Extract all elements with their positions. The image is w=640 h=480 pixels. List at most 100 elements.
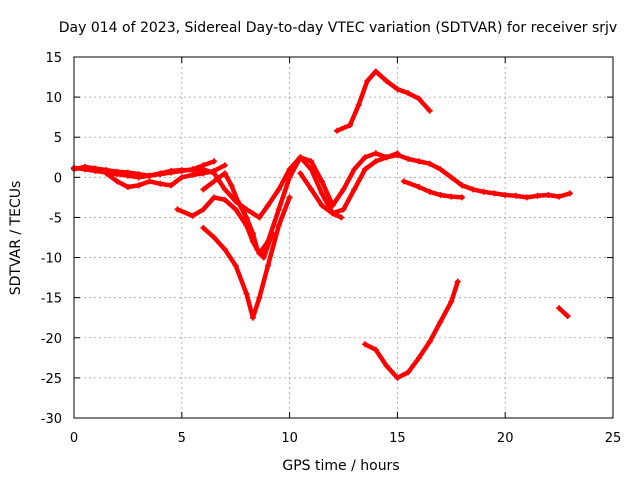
data-point-s4 — [286, 174, 293, 181]
data-point-s5 — [221, 170, 228, 177]
data-series — [71, 68, 573, 381]
data-point-s1 — [437, 166, 444, 173]
data-point-s5 — [228, 182, 235, 189]
y-tick-label: 10 — [45, 91, 62, 106]
data-point-s3 — [124, 183, 131, 190]
data-point-s1 — [318, 178, 325, 185]
data-point-s1 — [512, 192, 519, 199]
data-point-s2 — [168, 169, 175, 176]
data-point-s6 — [256, 294, 263, 301]
data-point-s4 — [308, 166, 315, 173]
data-point-s2 — [200, 162, 207, 169]
data-point-s3 — [135, 182, 142, 189]
data-point-s2 — [92, 167, 99, 174]
data-point-s6 — [275, 222, 282, 229]
series-line-s9 — [401, 179, 465, 200]
data-point-s9 — [448, 193, 455, 200]
data-point-s2 — [211, 158, 218, 165]
data-point-s4 — [211, 194, 218, 201]
x-tick-label: 5 — [178, 431, 186, 446]
data-point-s9 — [426, 188, 433, 195]
series-line-s6 — [201, 195, 292, 320]
data-point-s7 — [372, 158, 379, 165]
data-point-s1 — [534, 192, 541, 199]
series-line-s11 — [556, 305, 570, 319]
data-point-s3 — [211, 167, 218, 174]
data-point-s2 — [178, 167, 185, 174]
data-point-s6 — [232, 262, 239, 269]
plot-frame — [73, 56, 614, 419]
data-point-s1 — [448, 174, 455, 181]
data-point-s2 — [124, 172, 131, 179]
data-point-s3 — [114, 178, 121, 185]
data-point-s1 — [556, 193, 563, 200]
data-point-s8 — [394, 86, 401, 93]
data-point-s1 — [275, 186, 282, 193]
y-tick-label: -25 — [41, 372, 62, 387]
data-point-s6 — [200, 224, 207, 231]
data-point-s8 — [355, 102, 362, 109]
data-point-s10 — [426, 338, 433, 345]
data-point-s8 — [405, 90, 412, 97]
x-tick-label: 10 — [281, 431, 298, 446]
data-point-s1 — [249, 210, 256, 217]
grid-lines — [74, 57, 613, 418]
data-point-s3 — [157, 180, 164, 187]
y-tick-label: 15 — [45, 51, 62, 66]
x-tick-labels: 0 5 10 15 20 25 — [70, 431, 621, 446]
data-point-s5 — [249, 230, 256, 237]
data-point-s8 — [426, 107, 433, 114]
data-point-s6 — [249, 314, 256, 321]
data-point-s10 — [405, 369, 412, 376]
data-point-s7 — [318, 202, 325, 209]
y-tick-labels: 15 10 5 0 -5 -10 -15 -20 -25 -30 — [41, 51, 62, 427]
y-tick-label: -10 — [41, 252, 62, 267]
y-tick-label: 0 — [54, 171, 62, 186]
data-point-s1 — [308, 158, 315, 165]
data-point-s2 — [146, 172, 153, 179]
data-point-s7 — [308, 186, 315, 193]
y-axis-title: SDTVAR / TECUs — [8, 181, 24, 296]
data-point-s1 — [405, 155, 412, 162]
data-point-s3 — [221, 162, 228, 169]
data-point-s11 — [564, 313, 571, 320]
data-point-s1 — [340, 186, 347, 193]
data-point-s5 — [254, 246, 261, 253]
data-point-s3 — [178, 174, 185, 181]
data-point-s10 — [415, 354, 422, 361]
chart-title: Day 014 of 2023, Sidereal Day-to-day VTE… — [59, 20, 617, 36]
data-point-s10 — [448, 298, 455, 305]
data-point-s4 — [338, 214, 345, 221]
data-point-s5 — [211, 178, 218, 185]
data-point-s2 — [135, 174, 142, 181]
data-point-s7 — [297, 170, 304, 177]
data-point-s10 — [372, 346, 379, 353]
data-point-s2 — [81, 166, 88, 173]
data-point-s4 — [200, 206, 207, 213]
data-point-s8 — [334, 127, 341, 134]
data-point-s4 — [297, 154, 304, 161]
x-tick-label: 0 — [70, 431, 78, 446]
data-point-s9 — [415, 183, 422, 190]
data-point-s1 — [362, 154, 369, 161]
data-point-s1 — [566, 190, 573, 197]
data-point-s5 — [260, 254, 267, 261]
data-point-s9 — [437, 191, 444, 198]
data-point-s3 — [168, 182, 175, 189]
y-tick-label: -5 — [49, 211, 62, 226]
data-point-s8 — [415, 95, 422, 102]
data-point-s4 — [275, 206, 282, 213]
data-point-s5 — [243, 214, 250, 221]
y-tick-label: -15 — [41, 292, 62, 307]
data-point-s4 — [221, 196, 228, 203]
x-axis-title: GPS time / hours — [282, 458, 399, 474]
data-point-s10 — [383, 362, 390, 369]
y-tick-label: -30 — [41, 412, 62, 427]
data-point-s1 — [256, 214, 263, 221]
data-point-s8 — [383, 78, 390, 85]
data-point-s10 — [362, 341, 369, 348]
data-point-s6 — [211, 234, 218, 241]
data-point-s4 — [174, 206, 181, 213]
series-line-s7 — [298, 151, 400, 216]
data-point-s3 — [103, 170, 110, 177]
